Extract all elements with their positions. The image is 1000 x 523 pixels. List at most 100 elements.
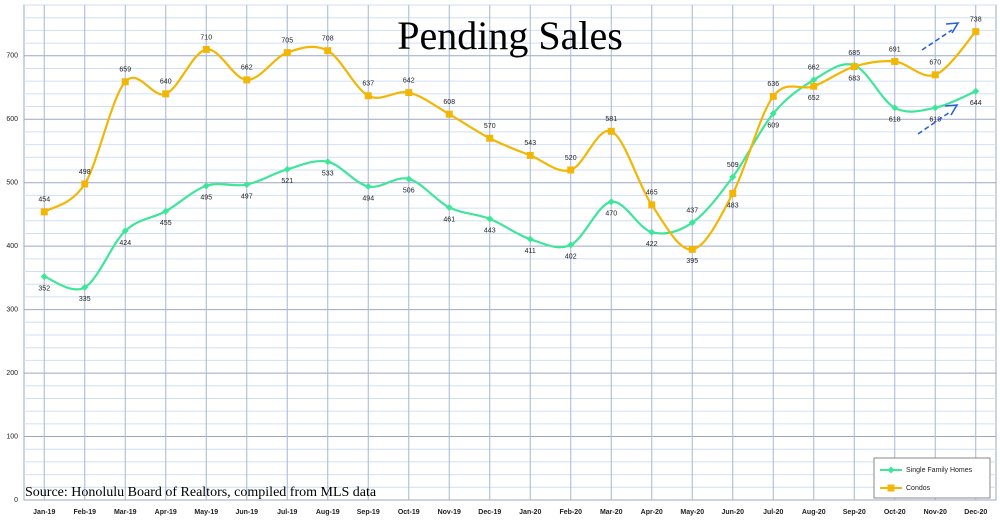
x-tick-label: Feb-19 [73, 509, 96, 516]
x-tick-label: Sep-19 [357, 509, 380, 516]
data-label: 352 [38, 285, 50, 292]
x-tick-label: Jun-20 [721, 509, 744, 516]
marker [40, 208, 48, 216]
marker [567, 241, 575, 249]
data-label: 738 [970, 16, 982, 23]
arrow [921, 29, 953, 51]
data-label: 691 [889, 46, 901, 53]
data-label: 636 [767, 81, 779, 88]
x-tick-label: Jul-20 [763, 509, 783, 516]
data-label: 581 [605, 116, 617, 123]
marker [40, 273, 48, 281]
marker [526, 235, 534, 243]
marker [729, 173, 737, 181]
y-tick-label: 0 [14, 497, 18, 504]
marker [121, 227, 129, 235]
data-label: 705 [281, 37, 293, 44]
data-label: 470 [605, 211, 617, 218]
source-note: Source: Honolulu Board of Realtors, comp… [25, 485, 377, 500]
marker [364, 183, 372, 190]
data-label: 461 [443, 216, 455, 223]
x-tick-label: Feb-20 [559, 509, 582, 516]
y-tick-label: 600 [6, 116, 18, 123]
data-label: 424 [119, 240, 131, 247]
data-label: 609 [767, 122, 779, 129]
marker [972, 28, 980, 36]
x-tick-label: Dec-19 [478, 509, 501, 516]
x-tick-label: Nov-20 [924, 509, 947, 516]
data-label: 708 [322, 36, 334, 43]
data-label: 640 [160, 79, 172, 86]
x-tick-label: Dec-20 [964, 509, 987, 516]
chart-title: Pending Sales [397, 13, 623, 58]
marker [526, 151, 534, 159]
marker [445, 110, 453, 118]
x-tick-label: Mar-19 [114, 509, 137, 516]
x-tick-label: Jul-19 [277, 509, 297, 516]
data-label: 454 [38, 197, 50, 204]
arrow-head [944, 104, 959, 116]
plot: 352 335 424 455 495 497 521 533 494 506 461 443 411 4… [38, 16, 981, 303]
x-tick-label: Jun-19 [235, 509, 258, 516]
grid: 0 100 200 300 400 500 600 700 Jan-19 Feb-19 Mar-19… [6, 4, 997, 516]
data-label: 497 [241, 193, 253, 200]
data-label: 683 [848, 75, 860, 82]
marker [283, 49, 291, 57]
data-label: 533 [322, 171, 334, 178]
marker [891, 104, 899, 112]
x-tick-label: May-19 [194, 509, 218, 516]
data-label: 443 [484, 228, 496, 235]
marker [567, 166, 575, 174]
data-label: 543 [524, 140, 536, 147]
data-label: 618 [889, 117, 901, 124]
marker [810, 82, 818, 90]
x-tick-label: Oct-19 [398, 509, 420, 516]
data-label: 642 [403, 77, 415, 84]
data-label: 685 [848, 50, 860, 57]
x-tick-label: Aug-19 [316, 509, 340, 516]
marker [405, 175, 413, 183]
y-tick-label: 400 [6, 243, 18, 250]
marker [607, 127, 615, 135]
x-tick-label: Apr-19 [155, 509, 177, 516]
marker [486, 215, 494, 223]
x-tick-label: Oct-20 [884, 509, 906, 516]
marker [607, 198, 615, 206]
marker [162, 207, 170, 215]
data-label: 422 [646, 241, 658, 248]
data-label: 495 [200, 195, 212, 202]
marker [202, 182, 210, 190]
data-label: 710 [200, 34, 212, 41]
y-tick-label: 200 [6, 370, 18, 377]
data-label: 498 [79, 169, 91, 176]
x-tick-label: May-20 [680, 509, 704, 516]
x-tick-label: Apr-20 [641, 509, 663, 516]
marker [486, 134, 494, 142]
marker [972, 87, 980, 95]
marker [688, 245, 696, 253]
marker [121, 78, 129, 86]
arrow [917, 111, 951, 135]
data-label: 395 [686, 258, 698, 265]
marker [891, 57, 899, 65]
marker [931, 104, 939, 112]
data-label: 521 [281, 178, 293, 185]
marker [81, 283, 89, 291]
data-label: 483 [727, 202, 739, 209]
y-tick-label: 100 [6, 433, 18, 440]
marker [445, 203, 453, 211]
marker [243, 76, 251, 84]
marker [324, 47, 332, 55]
marker [648, 201, 656, 209]
legend-label: Single Family Homes [906, 467, 973, 474]
x-tick-label: Mar-20 [600, 509, 623, 516]
x-tick-label: Jan-20 [519, 509, 541, 516]
marker [364, 92, 372, 100]
marker [931, 71, 939, 79]
data-label: 411 [525, 248, 536, 255]
data-label: 335 [79, 296, 91, 303]
legend: Single Family Homes Condos [873, 457, 991, 499]
arrow-head [945, 22, 960, 34]
